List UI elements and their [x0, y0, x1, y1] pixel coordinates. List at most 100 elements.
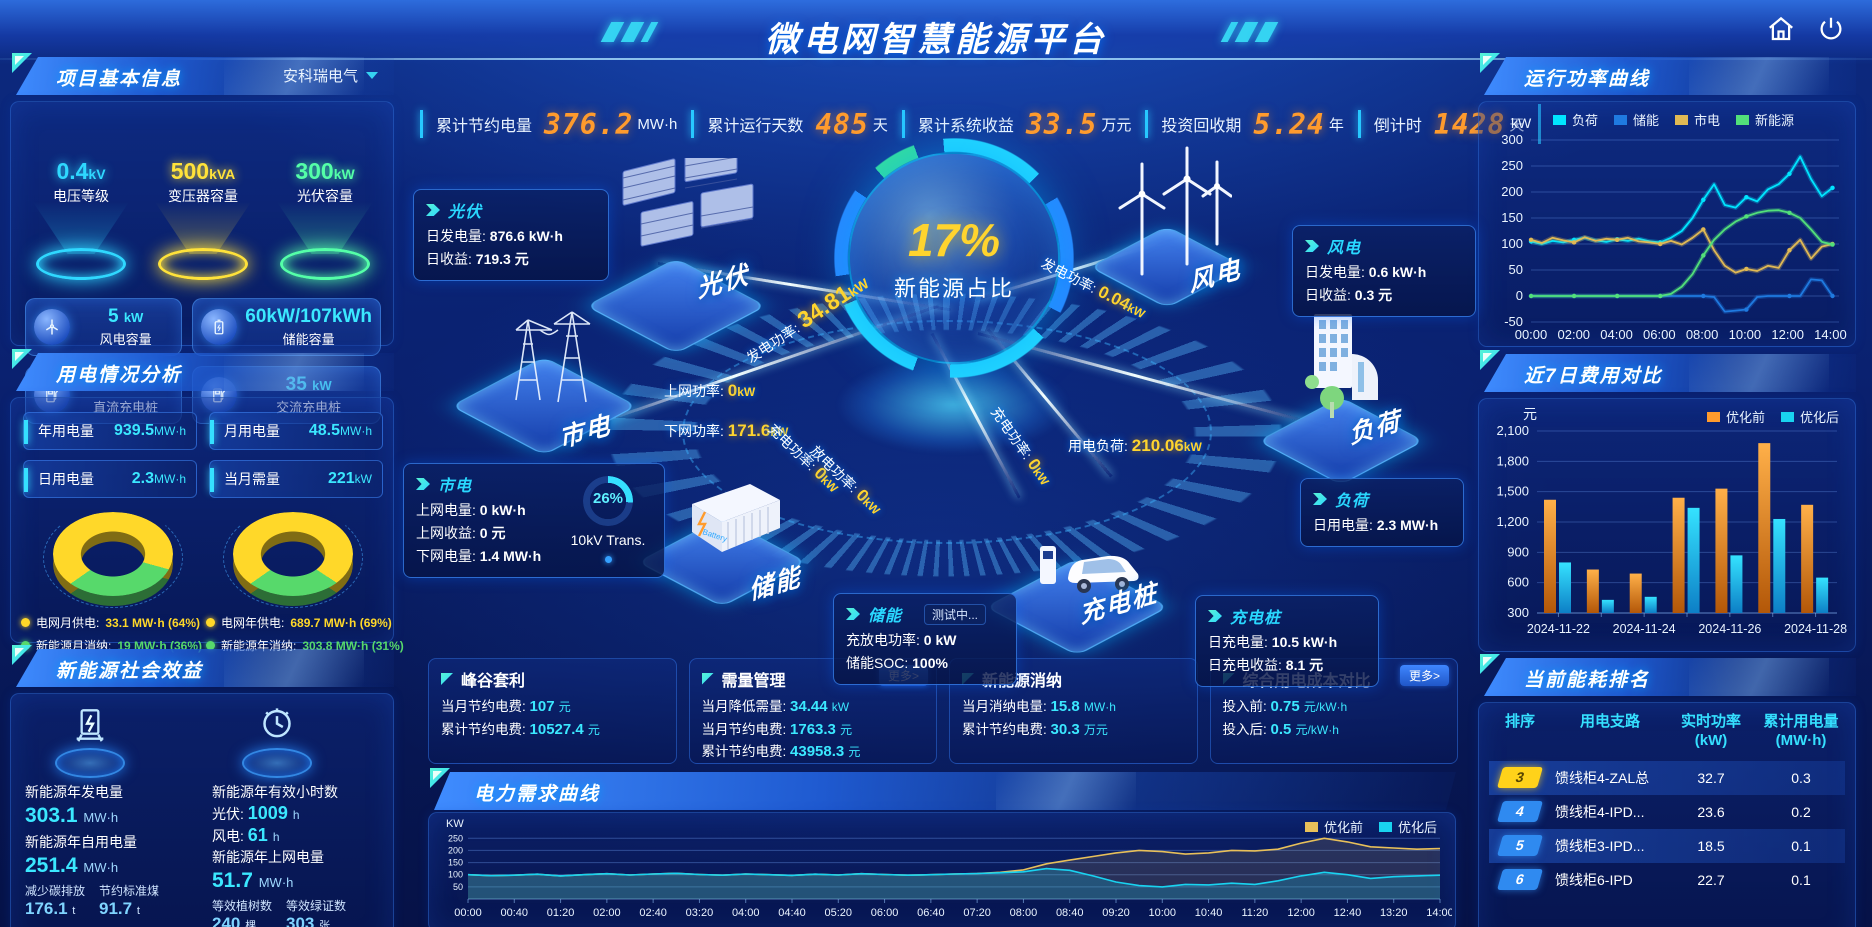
- mini-panel-title: 需量管理: [721, 673, 786, 690]
- svg-text:kW: kW: [1511, 115, 1532, 131]
- mini-panel-row: 累计节约电费: 10527.4 元: [441, 720, 600, 738]
- panel-corner-icon: [12, 645, 32, 665]
- legend-item: 优化前: [1304, 817, 1363, 836]
- load-info-card: 负荷 日用电量: 2.3 MW·h: [1300, 478, 1464, 547]
- svg-text:200: 200: [1501, 184, 1523, 199]
- solar-generation-icon: [53, 704, 127, 778]
- project-info-panel: 0.4kV 电压等级 500kVA 变压器容量 300kW 光伏容量 5 kW 风电容量 60…: [10, 101, 394, 424]
- more-button[interactable]: 更多>: [1399, 665, 1449, 686]
- ranking-row-5[interactable]: 5 馈线柜3-IPD... 18.5 0.1: [1489, 828, 1845, 863]
- capacity-label: 储能容量: [282, 332, 335, 347]
- demand-legend: 优化前 优化后: [1304, 817, 1437, 836]
- arrow-right-icon: [1313, 493, 1327, 505]
- pad-ring: [280, 248, 370, 280]
- donut-orbit: [43, 508, 183, 608]
- demand-panel: 优化前 优化后 KW 250 200 150 100 50 00:00 00:40 01:20 02…: [428, 812, 1456, 927]
- legend-name: 市电: [1694, 113, 1721, 128]
- svg-text:03:20: 03:20: [686, 907, 714, 919]
- new-energy-percent-label: 新能源占比: [893, 276, 1014, 301]
- rank-badge: 5: [1496, 835, 1544, 856]
- battery-icon: [201, 309, 238, 345]
- legend-value: 33.1 MW·h (64%): [105, 615, 201, 630]
- svg-text:08:40: 08:40: [1056, 907, 1084, 919]
- power-icon[interactable]: [1816, 14, 1846, 44]
- kpi-item-3: 投资回收期 5.24 年: [1145, 104, 1357, 144]
- legend-swatch-icon: [1378, 821, 1392, 832]
- new-energy-percent: 17%: [907, 214, 1001, 266]
- evse-card-rows: 日充电量: 10.5 kW·h 日充电收益: 8.1 元: [1208, 632, 1366, 675]
- home-icon[interactable]: [1766, 14, 1796, 44]
- capacity-card-main: 5 kW 风电容量: [78, 306, 173, 348]
- kpi-value: 376.2: [544, 107, 634, 141]
- ranking-row-6[interactable]: 6 馈线柜6-IPD 22.7 0.1: [1489, 863, 1845, 897]
- company-name: 安科瑞电气: [282, 68, 358, 85]
- arrow-right-icon: [426, 204, 440, 216]
- svg-text:50: 50: [1509, 262, 1523, 277]
- arrow-right-icon: [846, 608, 860, 620]
- kpi-value: 5.24: [1253, 107, 1325, 141]
- kpi-item-1: 累计运行天数 485 天: [691, 104, 902, 144]
- pad-light-cone: [277, 202, 373, 254]
- wind-card-rows: 日发电量: 0.6 kW·h 日收益: 0.3 元: [1305, 262, 1463, 305]
- kpi-label: 累计节约电量: [436, 118, 533, 135]
- mini-panel-row: 投入后: 0.5 元/kW·h: [1222, 720, 1339, 738]
- usage-stat-3: 当月需量 221kW: [209, 460, 383, 498]
- svg-text:元: 元: [1523, 406, 1537, 422]
- social-title: 新能源社会效益: [56, 661, 204, 682]
- mini-panel-row: 投入前: 0.75 元/kW·h: [1222, 698, 1348, 715]
- transformer-label: 10kV Trans.: [570, 532, 646, 548]
- run-curve-legend: 负荷 储能 市电 新能源: [1553, 110, 1794, 129]
- legend-item: 优化前: [1706, 407, 1765, 426]
- ranking-row-3[interactable]: 3 馈线柜4-ZAL总 32.7 0.3: [1489, 760, 1845, 795]
- svg-text:14:00: 14:00: [1814, 327, 1847, 342]
- panel-corner-icon: [12, 53, 32, 73]
- cost-legend: 优化前 优化后: [1706, 407, 1839, 426]
- run-curve-title: 运行功率曲线: [1524, 69, 1651, 90]
- social-pad-ring: [242, 748, 312, 778]
- pad-ring: [36, 248, 126, 280]
- legend-swatch-icon: [1736, 114, 1750, 125]
- ranking-row-4[interactable]: 4 馈线柜4-IPD... 23.6 0.2: [1489, 795, 1845, 829]
- transformer-dot: [604, 556, 612, 563]
- flow-label-grid-down: 下网功率: 171.6kW: [664, 421, 789, 440]
- flow-label-load-power: 用电负荷: 210.06kW: [1068, 436, 1202, 455]
- capacity-pad-2: 300kW 光伏容量: [269, 158, 381, 286]
- svg-text:11:20: 11:20: [1241, 907, 1268, 919]
- rank-badge: 6: [1496, 869, 1544, 890]
- kpi-item-0: 累计节约电量 376.2 MW·h: [420, 104, 691, 144]
- kpi-label: 倒计时: [1373, 118, 1422, 135]
- panel-corner-icon: [12, 349, 32, 369]
- social-col-1: 新能源年有效小时数 光伏: 1009 h 风电: 61 h 新能源年上网电量 51.7 …: [212, 704, 381, 927]
- capacity-pads: 0.4kV 电压等级 500kVA 变压器容量 300kW 光伏容量: [25, 158, 381, 286]
- pad-light-cone: [155, 202, 251, 254]
- svg-text:05:20: 05:20: [825, 907, 853, 919]
- svg-text:100: 100: [1501, 236, 1523, 251]
- usage-stat-1: 月用电量 48.5MW·h: [209, 412, 383, 450]
- legend-swatch-icon: [1614, 114, 1628, 125]
- company-dropdown[interactable]: 安科瑞电气: [283, 65, 378, 86]
- grid-island-icon: [486, 290, 616, 410]
- svg-text:1,500: 1,500: [1496, 484, 1529, 499]
- legend-label: 电网年供电:: [221, 616, 285, 630]
- mini-panel-row: 当月节约电费: 107 元: [441, 698, 571, 715]
- legend-item: 优化后: [1378, 817, 1437, 836]
- legend-name: 优化前: [1323, 820, 1363, 835]
- evse-card-header: 充电桩: [1208, 604, 1366, 628]
- social-value: 303.1 MW·h: [25, 804, 119, 827]
- social-mini-stat: 等效植树数 240 棵: [212, 899, 273, 927]
- flow-label-grid-up: 上网功率: 0kW: [664, 381, 756, 400]
- svg-text:06:00: 06:00: [871, 907, 899, 919]
- usage-legend: 电网月供电: 33.1 MW·h (64%) 电网年供电: 689.7 MW·h (6…: [21, 614, 404, 654]
- pad-ring: [158, 248, 248, 280]
- storage-card-header: 储能 测试中...: [846, 602, 1004, 626]
- pad-label: 电压等级: [53, 188, 109, 204]
- usage-panel: 年用电量 939.5MW·h 月用电量 48.5MW·h 日用电量 2.3MW·h 当月需量…: [10, 397, 404, 653]
- usage-donut-1: [223, 508, 363, 610]
- ranking-energy-cell: 0.3: [1791, 769, 1811, 786]
- ranking-branch-cell: 馈线柜6-IPD: [1555, 871, 1633, 888]
- mini-panel-header: 需量管理: [701, 667, 925, 691]
- card-row: 上网电量: 0 kW·h: [416, 502, 526, 518]
- svg-text:1,200: 1,200: [1496, 514, 1529, 529]
- svg-text:01:20: 01:20: [547, 907, 575, 919]
